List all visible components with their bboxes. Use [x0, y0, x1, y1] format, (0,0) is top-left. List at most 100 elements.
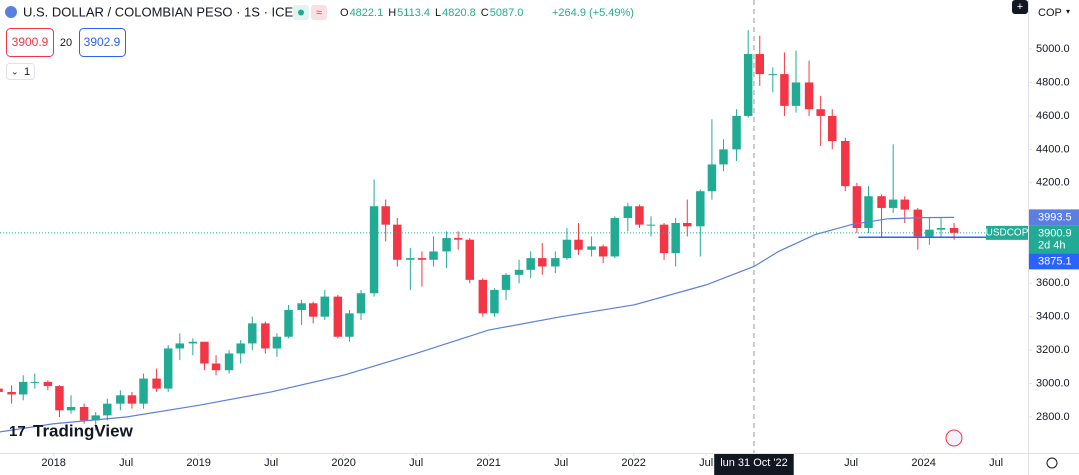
candle-body: [719, 149, 728, 165]
candle-body: [623, 206, 633, 218]
candle-body: [211, 363, 221, 371]
candle-body: [635, 206, 644, 225]
candle-body: [308, 303, 318, 317]
candle-body: [369, 206, 379, 294]
buy-price: 3902.9: [84, 35, 121, 49]
candle-body: [755, 54, 765, 75]
crosshair-label: lun 31 Oct '22: [720, 457, 788, 469]
currency-caret: ▾: [1066, 7, 1070, 16]
collapse-arrow: ⌄: [11, 66, 19, 76]
x-tick-label: 2022: [621, 457, 645, 469]
settings-icon[interactable]: [1046, 457, 1058, 469]
collapse-count: 1: [24, 66, 30, 78]
ohlc-value: 4820.8: [442, 7, 476, 19]
chart-title: U.S. DOLLAR / COLOMBIAN PESO · 1S · ICE: [23, 4, 294, 19]
candle-body: [768, 74, 778, 76]
candle-body: [696, 191, 705, 227]
buy-button[interactable]: [79, 28, 126, 57]
candle-body: [188, 341, 198, 344]
spread: 20: [60, 37, 72, 49]
x-tick-label: Jul: [409, 457, 423, 469]
candle-body: [163, 348, 173, 389]
candle-body: [732, 115, 741, 150]
x-tick-label: 2021: [476, 457, 500, 469]
candle-body: [406, 258, 415, 260]
x-tick-label: Jul: [844, 457, 858, 469]
candle-body: [442, 238, 451, 252]
candle-body: [18, 381, 28, 395]
candle-body: [248, 323, 257, 344]
x-tick-label: Jul: [699, 457, 713, 469]
candle-body: [453, 238, 463, 240]
candle-body: [864, 196, 873, 229]
candle-body: [7, 391, 16, 395]
hline-price: 3875.1: [1038, 255, 1072, 267]
candle-body: [116, 395, 125, 404]
candle-body: [936, 228, 946, 230]
symbol-label: USDCOP: [986, 228, 1029, 239]
candle-body: [345, 313, 354, 337]
candle-body: [587, 246, 596, 250]
candle-body: [139, 378, 148, 404]
moving-average: [0, 216, 955, 433]
candle-body: [43, 381, 53, 387]
candle-body: [175, 343, 185, 349]
candle-body: [127, 395, 137, 404]
hline-price-bg: [1029, 253, 1079, 270]
add-button[interactable]: [1012, 0, 1028, 14]
x-tick-label: 2018: [41, 457, 65, 469]
candle-body: [417, 258, 427, 260]
candle-body: [261, 323, 270, 349]
y-tick-label: 4400.0: [1036, 143, 1070, 155]
candle-body: [900, 199, 909, 210]
ma-price: 3993.5: [1038, 211, 1072, 223]
candle-body: [791, 82, 801, 106]
candle-body: [91, 415, 100, 421]
candle-body: [949, 228, 959, 233]
crosshair-label-bg: [714, 454, 794, 475]
candle-body: [501, 274, 511, 290]
candle-body: [913, 209, 923, 237]
candle-body: [224, 353, 234, 371]
candle-body: [852, 186, 862, 229]
collapse-button[interactable]: [6, 63, 35, 80]
candle-body: [877, 196, 886, 208]
candle-body: [683, 222, 692, 227]
sell-button[interactable]: [6, 28, 54, 57]
candle-body: [707, 164, 717, 192]
candle-body: [465, 239, 475, 280]
candle-body: [79, 406, 89, 421]
candle-body: [272, 336, 282, 349]
y-tick-label: 3000.0: [1036, 377, 1070, 389]
candle-body: [743, 54, 753, 116]
candle-body: [659, 224, 669, 254]
ohlc-key: O: [340, 7, 349, 19]
candle-body: [284, 309, 293, 337]
y-tick-label: 4600.0: [1036, 110, 1070, 122]
wave-icon[interactable]: [311, 5, 327, 20]
candle-body: [816, 109, 825, 116]
last-price: 3900.9: [1038, 227, 1072, 239]
candle-body: [152, 378, 161, 389]
x-tick-label: 2020: [331, 457, 355, 469]
last-price-bg: [1029, 225, 1079, 254]
event-icon[interactable]: [945, 429, 963, 447]
candle-body: [30, 381, 40, 383]
candle-body: [0, 388, 3, 392]
currency[interactable]: COP: [1038, 7, 1062, 19]
wave-glyph: ≈: [316, 7, 322, 19]
ohlc-key: C: [481, 7, 489, 19]
y-tick-label: 3400.0: [1036, 311, 1070, 323]
candle-body: [562, 239, 572, 259]
candle-body: [551, 258, 560, 267]
logo-mark: 17: [9, 423, 26, 440]
ma-price-bg: [1029, 209, 1079, 226]
candle-body: [574, 239, 583, 250]
candle-body: [598, 246, 608, 257]
candle-body: [333, 296, 343, 337]
ohlc-value: 5087.0: [490, 7, 524, 19]
y-tick-label: 4200.0: [1036, 177, 1070, 189]
y-tick-label: 3600.0: [1036, 277, 1070, 289]
change: +264.9 (+5.49%): [552, 7, 634, 19]
